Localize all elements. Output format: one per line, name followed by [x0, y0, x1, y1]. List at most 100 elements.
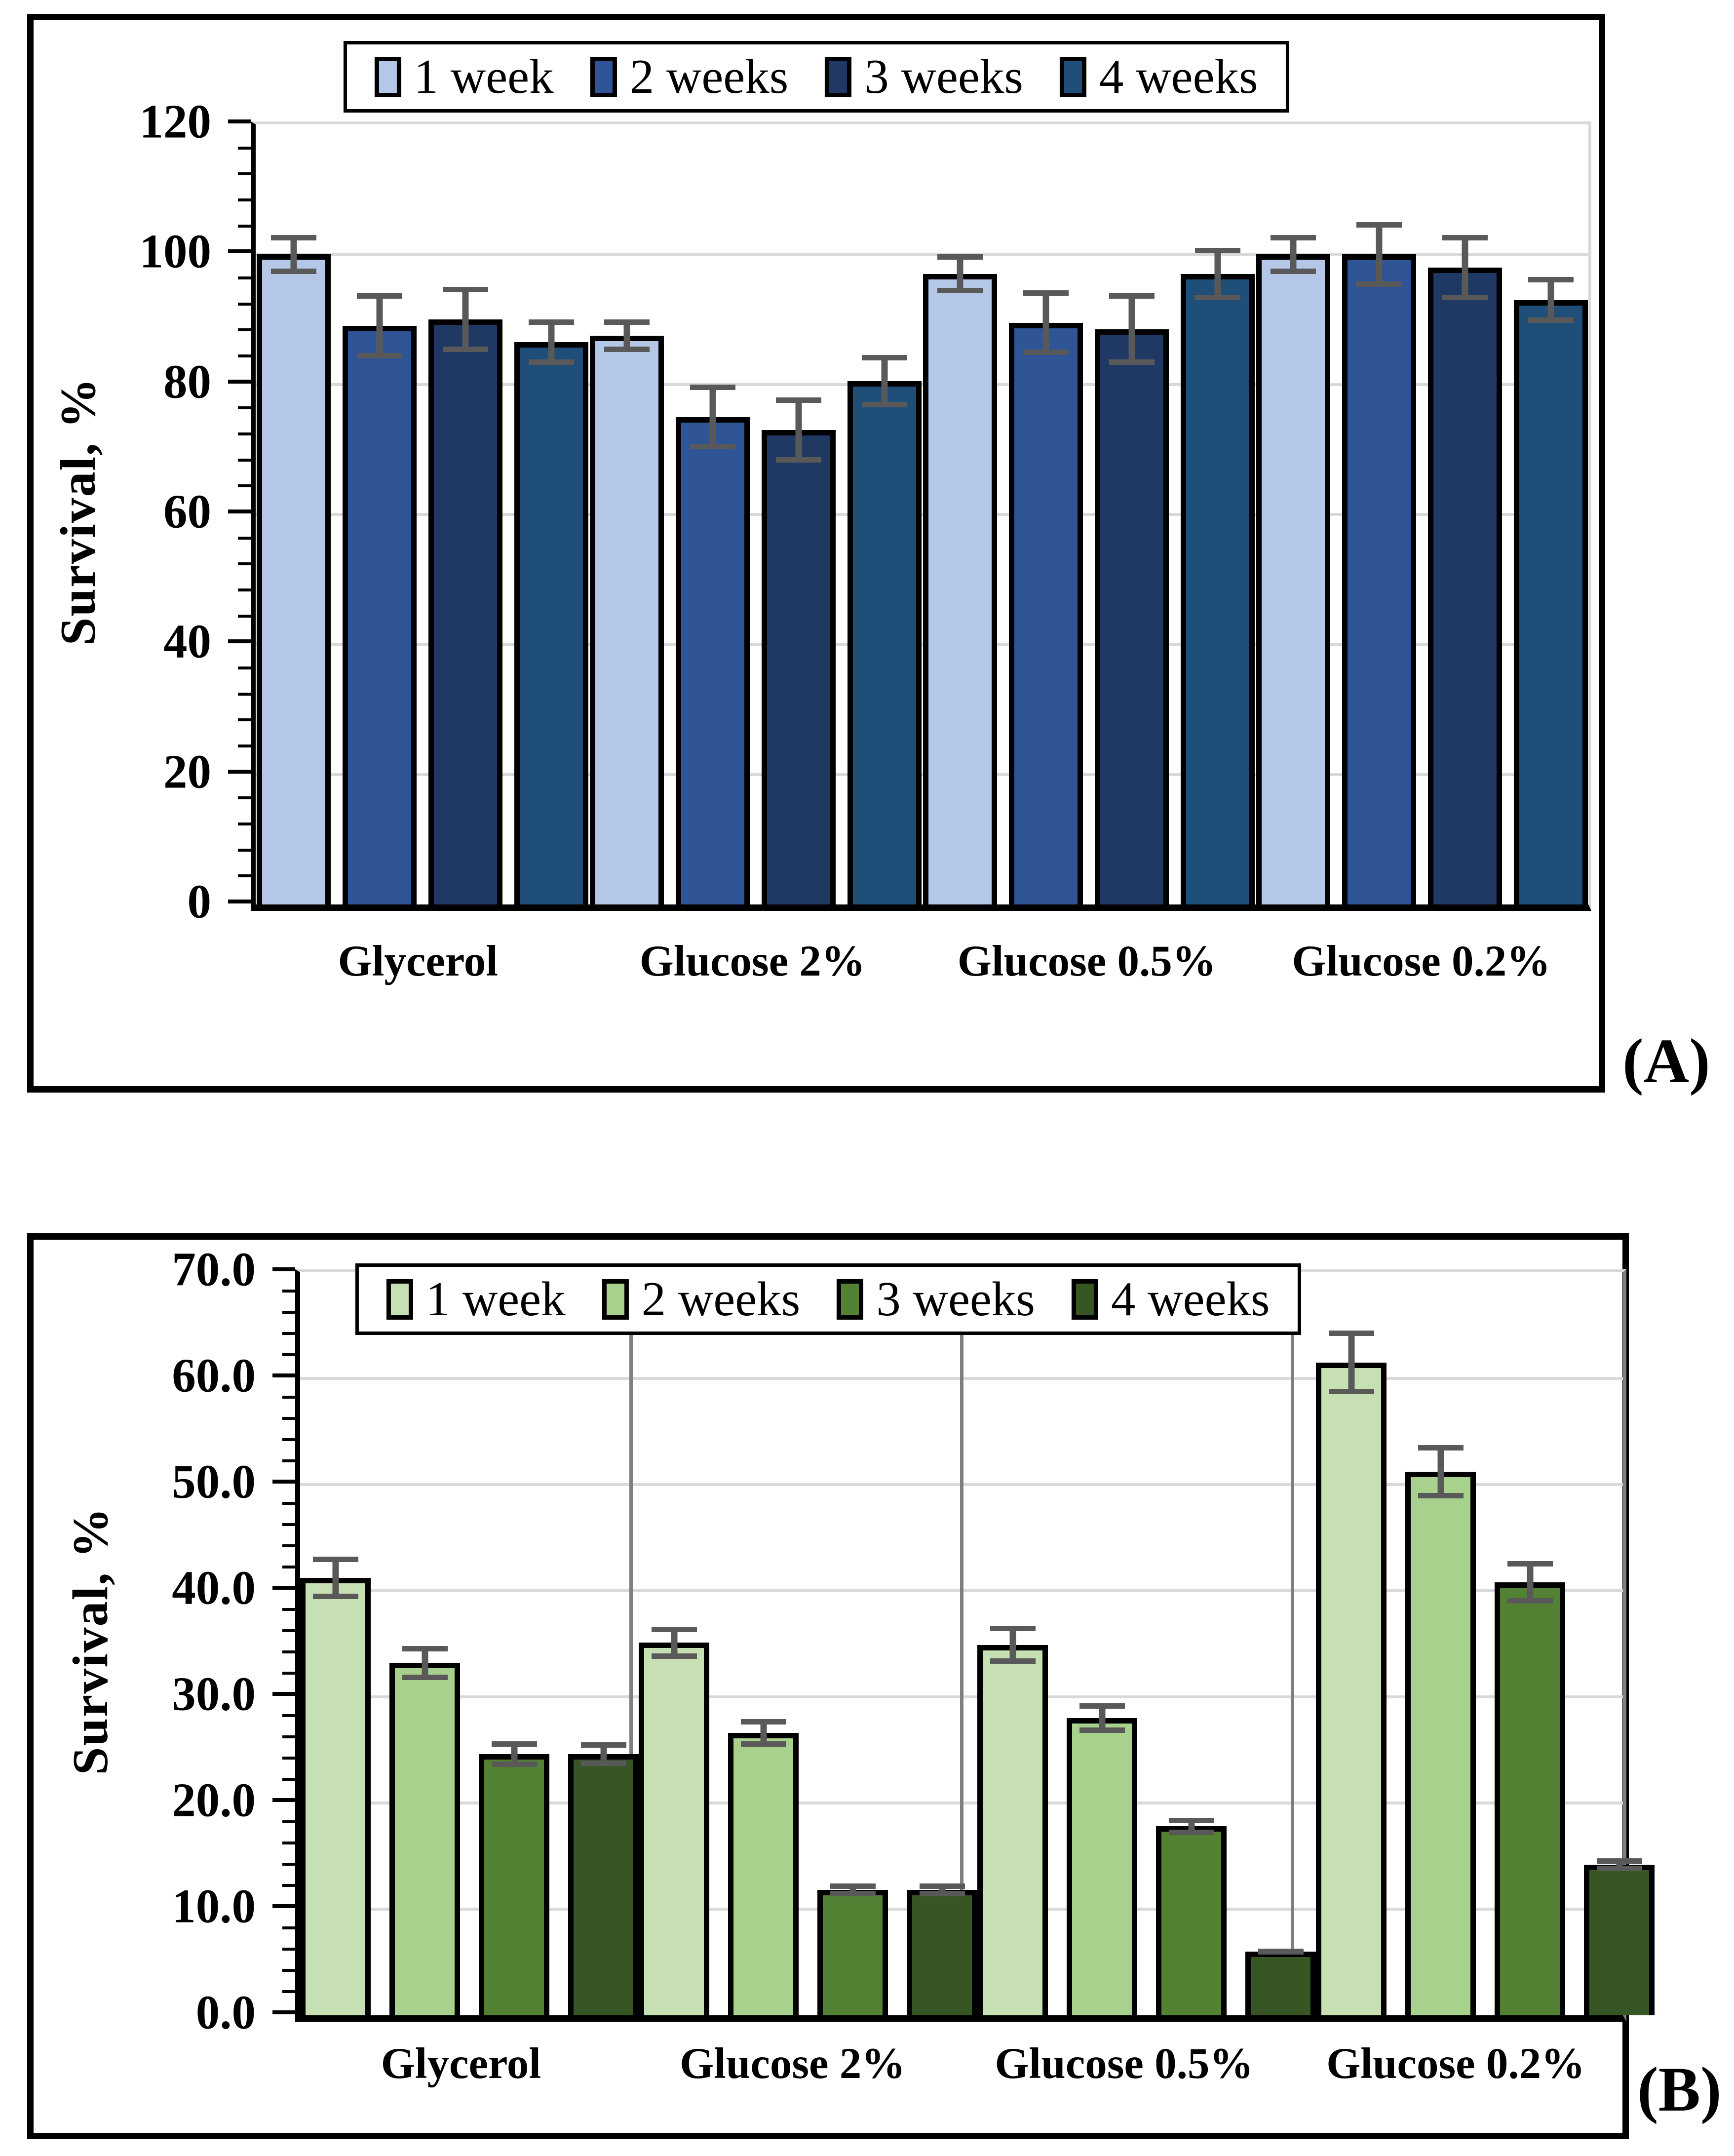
- bar: [907, 1890, 977, 2015]
- error-bar: [937, 254, 983, 294]
- bar: [1156, 1826, 1227, 2015]
- minor-tick: [282, 1502, 295, 1505]
- major-tick: [228, 379, 251, 384]
- legend-label: 3 weeks: [876, 1272, 1035, 1326]
- error-bar-bottom-cap: [1023, 350, 1069, 355]
- error-bar-top-cap: [1596, 1858, 1642, 1864]
- bar-slot: [1156, 1272, 1227, 2015]
- error-bar-line: [462, 287, 468, 352]
- legend-item: 4 weeks: [1071, 1275, 1270, 1324]
- error-bar: [1596, 1858, 1642, 1871]
- legend-label: 4 weeks: [1099, 50, 1258, 104]
- error-bar: [270, 235, 316, 274]
- minor-tick: [282, 1820, 295, 1824]
- error-bar-top-cap: [1418, 1445, 1464, 1451]
- error-bar-bottom-cap: [1328, 1389, 1374, 1395]
- error-bar-top-cap: [1507, 1561, 1553, 1567]
- bar: [1495, 1582, 1565, 2015]
- major-tick: [228, 510, 251, 513]
- bar: [1342, 254, 1416, 904]
- minor-tick: [238, 302, 251, 306]
- y-tick-label: 120: [139, 95, 212, 148]
- error-bar-top-cap: [270, 235, 316, 240]
- minor-tick: [282, 1757, 295, 1760]
- minor-tick: [282, 1417, 295, 1420]
- bar: [589, 335, 664, 904]
- bar: [817, 1890, 888, 2015]
- error-bar-bottom-cap: [402, 1674, 448, 1680]
- error-bar-top-cap: [1442, 235, 1488, 240]
- minor-tick: [238, 224, 251, 228]
- minor-tick: [238, 588, 251, 591]
- minor-tick: [282, 1332, 295, 1335]
- error-bar-top-cap: [1356, 222, 1402, 228]
- error-bar-top-cap: [1328, 1331, 1374, 1336]
- bar-group: [300, 1272, 639, 2015]
- panel-b-plot-area: [295, 1269, 1655, 2022]
- major-tick: [228, 249, 251, 254]
- error-bar-line: [1348, 1331, 1354, 1395]
- minor-tick: [282, 1863, 295, 1866]
- bar-slot: [1405, 1272, 1476, 2015]
- legend-swatch-icon: [1059, 56, 1086, 97]
- error-bar-bottom-cap: [312, 1594, 358, 1600]
- y-tick-label: 30.0: [172, 1667, 256, 1721]
- panel-a-category-axis: Glycerol Glucose 2% Glucose 0.5% Glucose 0.…: [251, 940, 1588, 983]
- error-bar: [1528, 277, 1574, 323]
- panel-a-legend: 1 week 2 weeks 3 weeks 4 weeks: [343, 41, 1289, 113]
- y-tick-label: 20.0: [172, 1773, 256, 1827]
- legend-label: 1 week: [425, 1272, 566, 1326]
- minor-tick: [282, 1438, 295, 1441]
- bar: [1513, 300, 1588, 904]
- error-bar-line: [623, 319, 630, 352]
- category-label: Glucose 2%: [639, 937, 865, 985]
- minor-tick: [238, 692, 251, 696]
- error-bar: [528, 319, 574, 365]
- error-bar-line: [290, 235, 297, 274]
- legend-item: 1 week: [386, 1272, 566, 1326]
- bar: [728, 1733, 799, 2015]
- minor-tick: [238, 406, 251, 410]
- panel-a-plot-area: [251, 121, 1591, 911]
- legend-label: 2 weeks: [629, 50, 789, 104]
- minor-tick: [282, 1926, 295, 1929]
- bar: [479, 1754, 549, 2015]
- error-bar-bottom-cap: [1195, 294, 1240, 300]
- major-tick: [272, 1692, 295, 1696]
- minor-tick: [238, 874, 251, 878]
- gridline: [256, 773, 1588, 776]
- panel-b-legend: 1 week 2 weeks 3 weeks 4 weeks: [355, 1263, 1301, 1335]
- error-bar-bottom-cap: [1528, 317, 1574, 323]
- minor-tick: [238, 276, 251, 279]
- bar: [568, 1754, 639, 2015]
- minor-tick: [282, 1566, 295, 1568]
- y-tick-label: 0: [187, 875, 212, 928]
- panel-b-letter-label: (B): [1637, 2054, 1722, 2124]
- error-bar: [491, 1741, 537, 1767]
- minor-tick: [282, 1311, 295, 1314]
- bar-group: [256, 124, 589, 904]
- bar: [389, 1663, 460, 2015]
- minor-tick: [238, 484, 251, 488]
- major-tick: [272, 1798, 295, 1803]
- minor-tick: [238, 172, 251, 176]
- bar-slot: [428, 124, 502, 904]
- error-bar-top-cap: [528, 319, 574, 325]
- major-tick: [272, 1586, 295, 1590]
- bar-slot: [1180, 124, 1255, 904]
- error-bar-line: [548, 319, 554, 365]
- error-bar-top-cap: [402, 1646, 448, 1651]
- bar: [1584, 1864, 1655, 2015]
- bar-slot: [568, 1272, 639, 2015]
- category-label: Glucose 0.2%: [1292, 937, 1551, 985]
- minor-tick: [282, 1714, 295, 1717]
- error-bar-line: [1128, 293, 1135, 365]
- category-label: Glycerol: [338, 937, 499, 985]
- legend-item: 1 week: [374, 52, 554, 101]
- error-bar-line: [332, 1557, 339, 1600]
- error-bar-bottom-cap: [740, 1741, 786, 1747]
- minor-tick: [282, 1672, 295, 1675]
- error-bar: [1356, 222, 1402, 287]
- error-bar-line: [709, 384, 716, 450]
- error-bar-top-cap: [830, 1883, 876, 1889]
